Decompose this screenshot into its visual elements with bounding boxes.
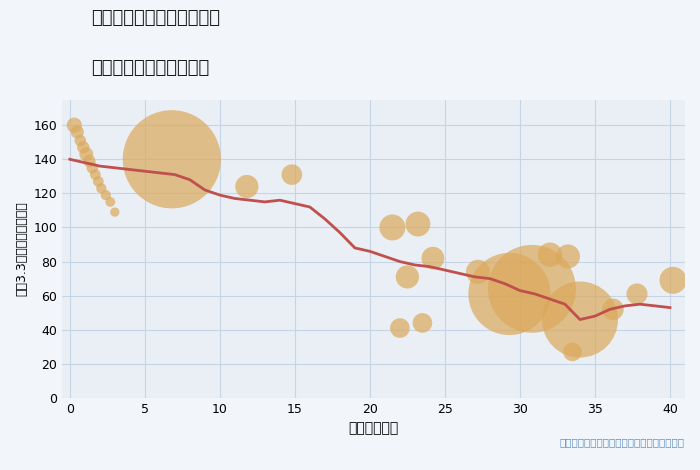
Point	[87, 164, 98, 172]
Point	[667, 276, 678, 284]
Text: 福岡県福岡市南区柳河内の: 福岡県福岡市南区柳河内の	[91, 9, 220, 27]
Point	[100, 191, 111, 199]
Y-axis label: 坪（3.3㎡）単価（万円）: 坪（3.3㎡）単価（万円）	[15, 202, 28, 296]
Point	[75, 137, 86, 144]
Text: 築年数別中古戸建て価格: 築年数別中古戸建て価格	[91, 59, 209, 77]
Point	[166, 156, 177, 163]
Point	[608, 306, 619, 313]
X-axis label: 築年数（年）: 築年数（年）	[349, 422, 399, 435]
Point	[286, 171, 297, 179]
Point	[105, 198, 116, 206]
Point	[473, 268, 484, 275]
Point	[567, 348, 578, 356]
Point	[545, 251, 556, 258]
Point	[71, 128, 83, 136]
Point	[562, 253, 573, 260]
Point	[504, 290, 515, 298]
Point	[416, 319, 428, 327]
Point	[394, 324, 405, 332]
Point	[241, 183, 253, 190]
Point	[92, 178, 104, 185]
Point	[387, 224, 398, 231]
Point	[84, 157, 95, 165]
Point	[90, 171, 101, 179]
Point	[526, 285, 538, 293]
Point	[78, 143, 89, 151]
Point	[412, 220, 423, 228]
Point	[575, 316, 586, 323]
Point	[80, 150, 92, 158]
Point	[96, 185, 107, 192]
Point	[427, 254, 438, 262]
Point	[402, 273, 413, 281]
Point	[109, 208, 120, 216]
Point	[69, 121, 80, 129]
Text: 円の大きさは、取引のあった物件面積を示す: 円の大きさは、取引のあった物件面積を示す	[560, 437, 685, 447]
Point	[631, 290, 643, 298]
